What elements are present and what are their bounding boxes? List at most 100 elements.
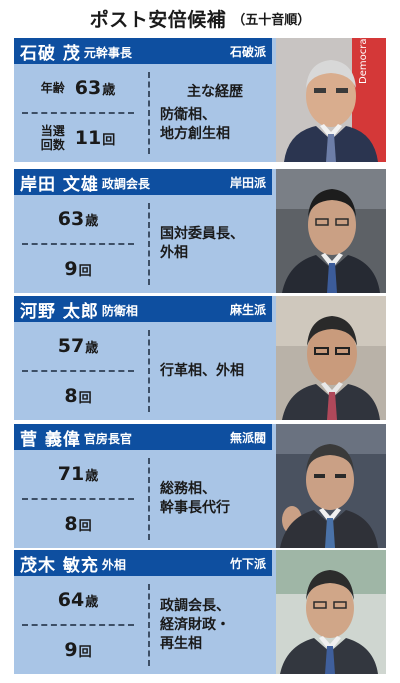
candidate-post: 官房長官 [83,432,132,446]
age-value: 63 [57,208,85,230]
career-line: 防衛相、 [160,106,216,123]
title-note: （五十音順） [232,12,311,28]
candidate-name: 岸田 文雄 [20,174,99,195]
elected-value: 11 [74,127,102,149]
age-unit: 歳 [102,82,116,98]
candidate-name: 茂木 敏充 [20,555,99,576]
age-unit: 歳 [85,340,99,356]
career-line: 地方創生相 [160,125,230,142]
candidate-name: 石破 茂 [20,43,81,64]
dashed-divider [22,624,134,626]
elected-unit: 回 [78,518,92,534]
elected-row: 当選 回数 11 回 [14,114,142,162]
career-line: 政調会長、 [160,597,230,614]
dashed-divider-vertical [148,584,150,666]
candidate-faction: 竹下派 [229,556,266,571]
career-list: 総務相、 幹事長代行 [160,450,270,548]
elected-label: 当選 回数 [40,124,65,152]
candidate-photo: Democrat [276,38,386,162]
age-value: 57 [57,335,85,357]
age-row: 63 歳 [14,195,142,243]
candidate-photo [276,169,386,293]
career-list: 行革相、外相 [160,322,270,420]
age-unit: 歳 [85,213,99,229]
age-label: 年齢 [40,81,65,95]
career-line: 総務相、 [160,481,216,497]
card-header: 茂木 敏充 外相 竹下派 [14,550,272,576]
age-unit: 歳 [85,594,99,610]
career-line: 幹事長代行 [160,500,230,516]
candidate-faction: 岸田派 [229,175,266,190]
candidate-post: 防衛相 [101,304,138,318]
photo-background-text: Democrat [358,38,369,84]
elected-value: 9 [64,258,78,280]
card-header: 石破 茂 元幹事長 石破派 [14,38,272,64]
age-row: 57 歳 [14,322,142,370]
dashed-divider [22,112,134,114]
candidate-faction: 石破派 [229,44,266,59]
title-main: ポスト安倍候補 [89,8,227,31]
dashed-divider-vertical [148,330,150,412]
dashed-divider-vertical [148,72,150,154]
career-line: 行革相、外相 [160,362,244,379]
age-value: 71 [57,463,85,485]
career-list: 国対委員長、 外相 [160,195,270,293]
age-row: 年齢 63 歳 [14,64,142,112]
elected-unit: 回 [78,644,92,660]
elected-unit: 回 [102,132,116,148]
candidate-photo [276,424,386,548]
candidate-post: 元幹事長 [83,46,132,60]
elected-unit: 回 [78,263,92,279]
candidate-photo [276,550,386,674]
age-value: 63 [74,77,102,99]
age-unit: 歳 [85,468,99,484]
candidate-name: 菅 義偉 [20,429,81,450]
career-line: 経済財政・ [160,616,230,633]
candidate-photo [276,296,386,420]
career-line: 国対委員長、 [160,226,244,242]
age-row: 64 歳 [14,576,142,624]
career-line: 再生相 [160,635,202,652]
candidate-faction: 麻生派 [229,302,266,317]
dashed-divider-vertical [148,458,150,540]
dashed-divider [22,370,134,372]
elected-unit: 回 [78,390,92,406]
age-value: 64 [57,589,85,611]
card-header: 菅 義偉 官房長官 無派閥 [14,424,272,450]
career-list: 政調会長、 経済財政・ 再生相 [160,576,270,674]
dashed-divider [22,243,134,245]
stats: 年齢 63 歳 当選 回数 11 回 [14,64,142,162]
elected-value: 8 [64,385,78,407]
chart-title: ポスト安倍候補 （五十音順） [0,0,400,36]
career-list: 主な経歴 防衛相、 地方創生相 [160,64,270,162]
candidate-post: 外相 [101,558,126,572]
elected-value: 8 [64,513,78,535]
career-heading: 主な経歴 [187,83,243,100]
card-header: 岸田 文雄 政調会長 岸田派 [14,169,272,195]
candidate-post: 政調会長 [101,177,150,191]
elected-value: 9 [64,639,78,661]
candidate-card-ishiba: 石破 茂 元幹事長 石破派 年齢 63 歳 当選 回数 11 回 主な経歴 防衛相、 … [14,38,386,162]
dashed-divider-vertical [148,203,150,285]
candidate-name: 河野 太郎 [20,301,99,322]
card-header: 河野 太郎 防衛相 麻生派 [14,296,272,322]
age-row: 71 歳 [14,450,142,498]
dashed-divider [22,498,134,500]
candidate-faction: 無派閥 [229,430,266,445]
